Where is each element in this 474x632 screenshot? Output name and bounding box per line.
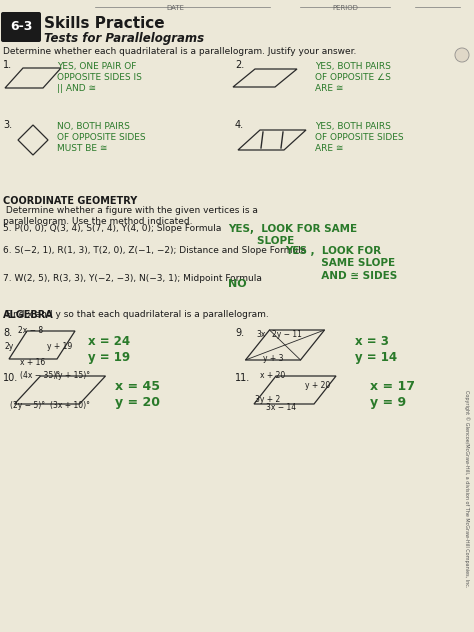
FancyBboxPatch shape [1,12,41,42]
Text: (4x − 35)°: (4x − 35)° [20,371,60,380]
Text: x + 20: x + 20 [260,371,285,380]
Text: Determine whether each quadrilateral is a parallelogram. Justify your answer.: Determine whether each quadrilateral is … [3,47,356,56]
Text: (3x + 10)°: (3x + 10)° [50,401,90,410]
Text: Tests for Parallelograms: Tests for Parallelograms [44,32,204,45]
Text: 1.: 1. [3,60,12,70]
Text: x = 45
y = 20: x = 45 y = 20 [115,380,160,409]
Text: Determine whether a figure with the given vertices is a
parallelogram. Use the m: Determine whether a figure with the give… [3,206,258,226]
Circle shape [455,48,469,62]
Text: 4.: 4. [235,120,244,130]
Text: 2y − 11: 2y − 11 [272,330,302,339]
Text: COORDINATE GEOMETRY: COORDINATE GEOMETRY [3,196,137,206]
Text: 7. W(2, 5), R(3, 3), Y(−2, −3), N(−3, 1); Midpoint Formula: 7. W(2, 5), R(3, 3), Y(−2, −3), N(−3, 1)… [3,274,262,283]
Text: 3x − 14: 3x − 14 [266,403,296,412]
Text: Skills Practice: Skills Practice [44,16,164,31]
Text: YES, BOTH PAIRS
OF OPPOSITE ∠S
ARE ≅: YES, BOTH PAIRS OF OPPOSITE ∠S ARE ≅ [315,62,391,93]
Text: PERIOD: PERIOD [332,5,358,11]
Text: y + 20: y + 20 [305,381,330,390]
Text: x + 16: x + 16 [20,358,45,367]
Text: 2.: 2. [235,60,244,70]
Text: NO, BOTH PAIRS
OF OPPOSITE SIDES
MUST BE ≅: NO, BOTH PAIRS OF OPPOSITE SIDES MUST BE… [57,122,146,153]
Text: 9.: 9. [235,328,244,338]
Text: Find x and y so that each quadrilateral is a parallelogram.: Find x and y so that each quadrilateral … [3,310,269,319]
Text: 3x: 3x [256,330,265,339]
Text: 2y: 2y [5,342,14,351]
Text: x = 17
y = 9: x = 17 y = 9 [370,380,415,409]
Text: 2x − 8: 2x − 8 [18,326,43,335]
Text: y + 3: y + 3 [263,354,283,363]
Text: YES,  LOOK FOR SAME
        SLOPE: YES, LOOK FOR SAME SLOPE [228,224,357,246]
Text: 11.: 11. [235,373,250,383]
Text: ALGEBRA: ALGEBRA [3,310,54,320]
Text: 10.: 10. [3,373,18,383]
Text: 5. P(0, 0), Q(3, 4), S(7, 4), Y(4, 0); Slope Formula: 5. P(0, 0), Q(3, 4), S(7, 4), Y(4, 0); S… [3,224,221,233]
Text: y + 19: y + 19 [47,342,72,351]
Text: (2y − 5)°: (2y − 5)° [10,401,45,410]
Text: 8.: 8. [3,328,12,338]
Text: 6-3: 6-3 [10,20,32,33]
Text: YES, ONE PAIR OF
OPPOSITE SIDES IS
|| AND ≅: YES, ONE PAIR OF OPPOSITE SIDES IS || AN… [57,62,142,93]
Text: 6. S(−2, 1), R(1, 3), T(2, 0), Z(−1, −2); Distance and Slope Formula: 6. S(−2, 1), R(1, 3), T(2, 0), Z(−1, −2)… [3,246,306,255]
Text: 3.: 3. [3,120,12,130]
Text: 3y + 2: 3y + 2 [255,395,280,404]
Text: Copyright © Glencoe/McGraw-Hill, a division of The McGraw-Hill Companies, Inc.: Copyright © Glencoe/McGraw-Hill, a divis… [464,390,470,587]
Text: DATE: DATE [166,5,184,11]
Text: (y + 15)°: (y + 15)° [55,371,90,380]
Text: NO: NO [228,279,246,289]
Text: x = 24
y = 19: x = 24 y = 19 [88,335,130,364]
Text: x = 3
y = 14: x = 3 y = 14 [355,335,397,364]
Text: YES, BOTH PAIRS
OF OPPOSITE SIDES
ARE ≅: YES, BOTH PAIRS OF OPPOSITE SIDES ARE ≅ [315,122,404,153]
Text: YES ,  LOOK FOR
          SAME SLOPE
          AND ≅ SIDES: YES , LOOK FOR SAME SLOPE AND ≅ SIDES [285,246,397,281]
